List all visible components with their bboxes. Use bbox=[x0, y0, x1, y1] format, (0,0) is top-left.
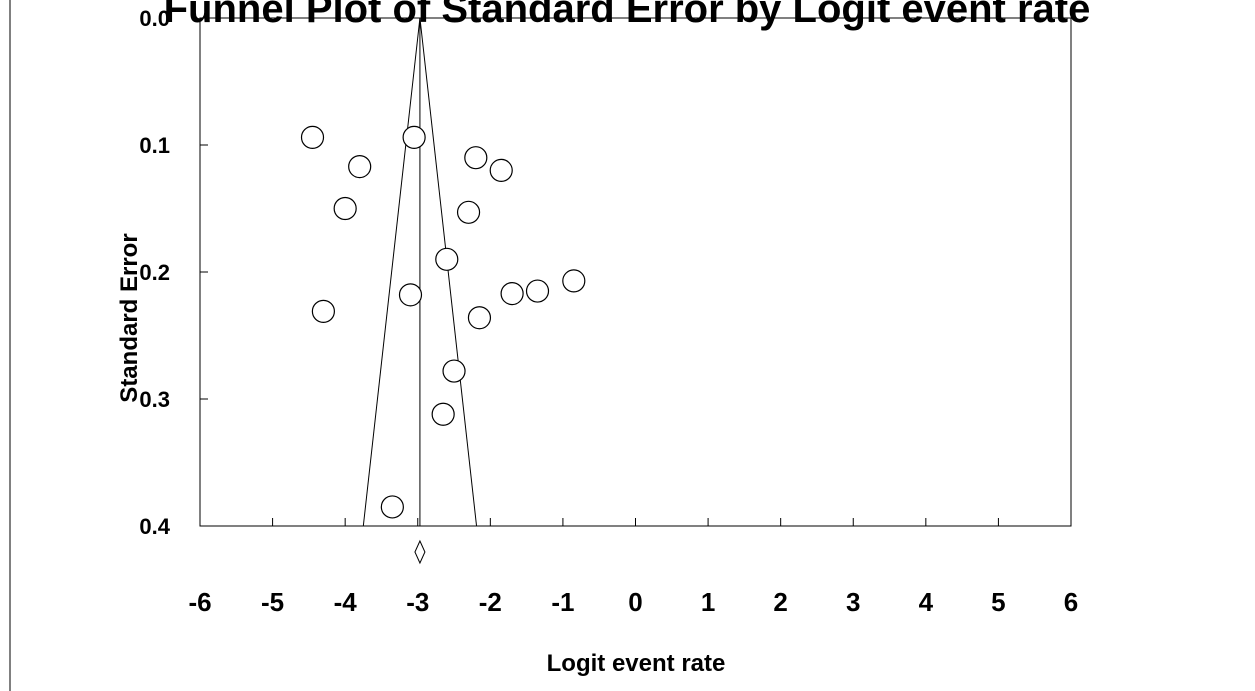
x-tick-label: 3 bbox=[846, 587, 860, 617]
study-point bbox=[431, 402, 455, 426]
x-tick-label: -4 bbox=[334, 587, 358, 617]
study-point bbox=[489, 158, 513, 182]
x-tick-label: -2 bbox=[479, 587, 502, 617]
plot-area bbox=[199, 17, 1072, 527]
study-point bbox=[456, 200, 481, 224]
funnel-right-limit bbox=[419, 17, 478, 527]
study-point bbox=[333, 196, 357, 221]
study-point bbox=[464, 146, 488, 170]
x-axis: -6 -5 -4 -3 -2 -1 0 1 2 3 4 5 6 bbox=[188, 518, 1078, 617]
study-point bbox=[562, 269, 586, 293]
study-point bbox=[402, 125, 426, 149]
study-point bbox=[442, 359, 466, 383]
x-tick-label: 2 bbox=[773, 587, 787, 617]
study-point bbox=[380, 495, 404, 519]
funnel-left-limit bbox=[362, 17, 421, 527]
x-tick-label: 4 bbox=[919, 587, 934, 617]
study-point bbox=[525, 279, 550, 303]
y-tick-label: 0.3 bbox=[139, 387, 170, 412]
y-tick-label: 0.4 bbox=[139, 514, 170, 539]
study-point bbox=[467, 306, 492, 330]
x-tick-label: -3 bbox=[406, 587, 429, 617]
chart-title: Funnel Plot of Standard Error by Logit e… bbox=[164, 0, 1091, 31]
study-point bbox=[435, 247, 459, 271]
pooled-estimate-diamond bbox=[414, 539, 426, 565]
study-point bbox=[311, 299, 335, 323]
y-tick-label: 0.0 bbox=[139, 6, 170, 31]
x-axis-title: Logit event rate bbox=[547, 650, 726, 677]
x-tick-label: -6 bbox=[188, 587, 211, 617]
x-tick-label: -5 bbox=[261, 587, 284, 617]
points-layer bbox=[300, 125, 586, 519]
funnel-layer bbox=[362, 17, 478, 565]
study-point bbox=[398, 283, 423, 307]
study-point bbox=[348, 154, 372, 179]
x-tick-label: 6 bbox=[1064, 587, 1078, 617]
study-point bbox=[300, 125, 325, 149]
study-point bbox=[500, 281, 524, 306]
x-tick-label: -1 bbox=[551, 587, 574, 617]
x-tick-label: 5 bbox=[991, 587, 1005, 617]
y-axis: 0.0 0.1 0.2 0.3 0.4 bbox=[139, 6, 208, 539]
y-tick-label: 0.1 bbox=[139, 133, 170, 158]
y-tick-label: 0.2 bbox=[139, 260, 170, 285]
x-tick-label: 0 bbox=[628, 587, 642, 617]
y-axis-title: Standard Error bbox=[116, 233, 143, 402]
x-tick-label: 1 bbox=[701, 587, 715, 617]
